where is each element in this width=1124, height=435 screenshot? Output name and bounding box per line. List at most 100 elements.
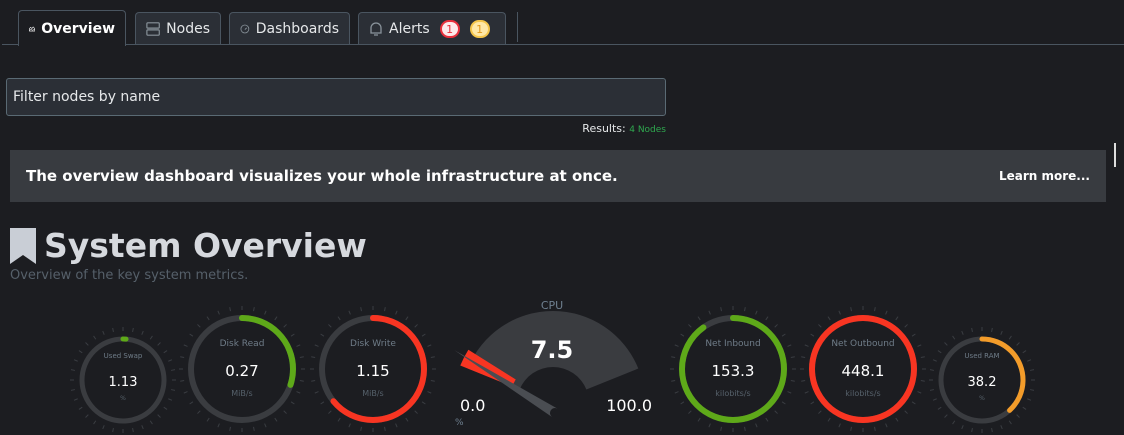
gauge-tick [920, 356, 925, 358]
gauge-tick [787, 344, 792, 347]
gauge-tick [421, 333, 426, 337]
server-icon [146, 21, 160, 36]
gauge-tick [1022, 350, 1027, 354]
gauge-tick [206, 417, 210, 422]
gauge-tick [430, 380, 435, 382]
learn-more-link[interactable]: Learn more... [998, 169, 1090, 183]
gauge-tick [971, 427, 973, 433]
gauge-tick [1027, 359, 1032, 362]
gauge-tick [920, 380, 925, 382]
gauge-cpu: CPU 7.5 0.0 100.0% [454, 299, 652, 428]
bookmark-icon [10, 228, 36, 264]
gauge-tick [85, 414, 89, 418]
gauge-tick [961, 330, 964, 335]
scrollbar[interactable] [1114, 143, 1116, 167]
gauge-tick [85, 342, 89, 346]
gauge-tick [991, 327, 993, 333]
gauge-tick [337, 417, 341, 422]
gauge-tick [1000, 330, 1003, 335]
gauge-tick [932, 359, 937, 362]
gauge-fill [79, 336, 167, 424]
gauge-tick [1027, 398, 1032, 401]
gauge-tick [197, 324, 201, 328]
tab-overview[interactable]: Overview [18, 10, 126, 46]
gauge-tick [1029, 369, 1035, 371]
warning-alerts-badge[interactable]: 1 [469, 19, 490, 38]
gauge-tick [944, 342, 948, 346]
gauge-tick [163, 350, 168, 354]
cpu-max: 100.0 [606, 396, 652, 415]
gauge-tick [917, 344, 922, 347]
info-banner: The overview dashboard visualizes your w… [10, 150, 1106, 202]
section-header: System Overview [10, 226, 367, 266]
gauge-tick [299, 380, 304, 382]
gauge-tick [78, 406, 83, 410]
gauge-tick [168, 398, 173, 401]
gauge-fill [809, 315, 917, 423]
gauge-tick [874, 307, 876, 312]
gauge-tick [674, 344, 679, 347]
gauge-tick [874, 426, 876, 431]
gauge-tick [290, 333, 295, 337]
gauge-tick [430, 356, 435, 358]
tab-bar: Overview Nodes Dashboards Alerts 1 1 [0, 0, 1124, 46]
gauge-value: 0.27 [225, 362, 258, 380]
gauge-tick [314, 344, 319, 347]
gauge-unit: kilobits/s [715, 389, 750, 398]
gauge-unit: % [120, 395, 126, 402]
tab-label: Overview [41, 20, 115, 37]
bell-icon [370, 21, 382, 36]
gauge-disk-write: Disk Write 1.15 MiB/s [310, 306, 436, 432]
gauge-label: Disk Read [220, 339, 265, 349]
critical-alerts-badge[interactable]: 1 [439, 19, 460, 38]
filter-nodes-input[interactable] [6, 78, 666, 116]
gauge-tick [708, 423, 711, 428]
gauge-tick [183, 344, 188, 347]
gauge-tick [818, 410, 822, 414]
gauge-tick [274, 316, 278, 321]
gauge-tick [1029, 389, 1035, 391]
gauge-disk-read: Disk Read 0.27 MiB/s [179, 306, 305, 432]
gauge-tick [929, 389, 935, 391]
gauge-tick [911, 401, 916, 405]
tab-alerts[interactable]: Alerts 1 1 [358, 12, 506, 44]
gauge-tick [937, 350, 942, 354]
gauge-tick [774, 410, 778, 414]
gauge-tick [697, 316, 701, 321]
tab-nodes[interactable]: Nodes [135, 12, 221, 44]
overview-icon [29, 25, 36, 31]
tab-dashboards[interactable]: Dashboards [229, 12, 350, 44]
tab-label: Alerts [389, 20, 430, 37]
gauge-tick [93, 335, 97, 340]
gauge-tick [838, 423, 841, 428]
gauge-tick [838, 310, 841, 315]
gauge-tick [680, 401, 685, 405]
gauge-tick [744, 426, 746, 431]
gauge-tick [810, 401, 815, 405]
gauge-tick [688, 410, 692, 414]
gauge-tick [206, 316, 210, 321]
gauge-tick [755, 310, 758, 315]
gauge-tick [180, 356, 185, 358]
gauge-tick [229, 426, 231, 431]
gauge-tick [405, 417, 409, 422]
gauge-unit: % [979, 395, 985, 402]
gauge-tick [804, 344, 809, 347]
gauge-tick [911, 333, 916, 337]
gauge-tick [414, 410, 418, 414]
gauge-tick [1008, 335, 1012, 340]
gauge-tick [414, 324, 418, 328]
gauge-tick [328, 410, 332, 414]
gauge-tick [311, 380, 316, 382]
gauge-tick [1008, 420, 1012, 425]
gauge-tick [73, 359, 78, 362]
gauge-tick [850, 307, 852, 312]
gauge-tick [360, 426, 362, 431]
gauge-net-inbound: Net Inbound 153.3 kilobits/s [670, 306, 796, 432]
gauge-tick [189, 333, 194, 337]
gauge-fill [938, 336, 1026, 424]
gauge-tick [827, 417, 831, 422]
gauge-tick [157, 342, 161, 346]
gauge-tick [720, 307, 722, 312]
